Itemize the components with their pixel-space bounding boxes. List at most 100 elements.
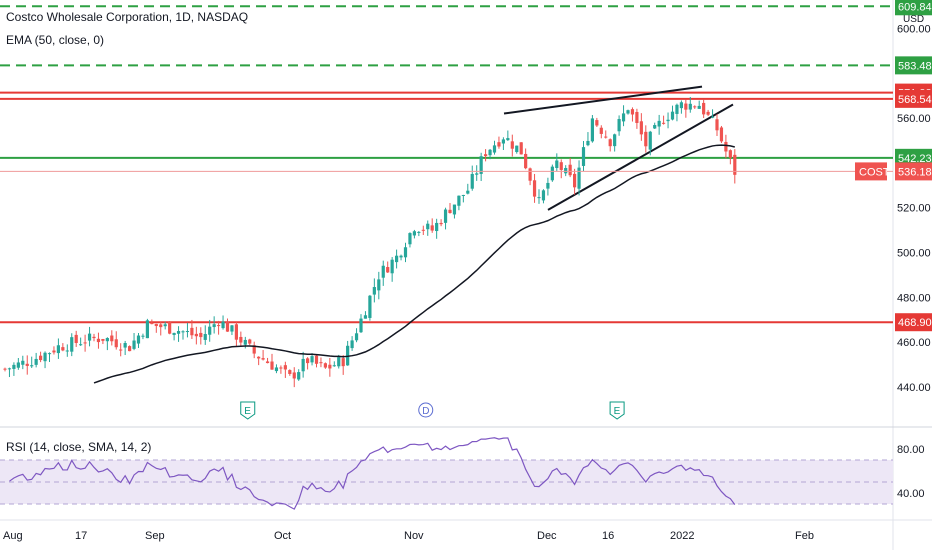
- candle-body[interactable]: [635, 111, 639, 123]
- dividend-marker-icon[interactable]: [418, 402, 434, 418]
- candle-body[interactable]: [381, 265, 385, 278]
- candle-body[interactable]: [132, 340, 136, 349]
- candle-body[interactable]: [279, 367, 283, 369]
- earnings-marker-icon[interactable]: [240, 401, 256, 420]
- candle-body[interactable]: [577, 167, 581, 189]
- candle-body[interactable]: [354, 333, 359, 341]
- candle-body[interactable]: [221, 321, 225, 329]
- candle-body[interactable]: [16, 362, 20, 368]
- candle-body[interactable]: [70, 337, 74, 352]
- candle-body[interactable]: [461, 194, 465, 196]
- candle-body[interactable]: [475, 173, 479, 175]
- candle-body[interactable]: [702, 102, 706, 115]
- candle-body[interactable]: [421, 229, 425, 231]
- candle-body[interactable]: [230, 325, 234, 332]
- candle-body[interactable]: [617, 119, 621, 132]
- candle-body[interactable]: [564, 167, 568, 174]
- candle-body[interactable]: [21, 360, 25, 365]
- candle-body[interactable]: [657, 120, 661, 127]
- rsi-legend[interactable]: RSI (14, close, SMA, 14, 2): [4, 440, 154, 454]
- candle-body[interactable]: [332, 365, 336, 367]
- candle-body[interactable]: [435, 222, 439, 232]
- candle-body[interactable]: [573, 173, 577, 188]
- candle-body[interactable]: [515, 145, 519, 153]
- candle-body[interactable]: [568, 164, 572, 176]
- candle-body[interactable]: [555, 160, 559, 168]
- candle-body[interactable]: [243, 339, 247, 345]
- candle-body[interactable]: [408, 233, 412, 245]
- candle-body[interactable]: [715, 119, 719, 131]
- candle-body[interactable]: [466, 190, 470, 194]
- candle-body[interactable]: [706, 111, 710, 115]
- candle-body[interactable]: [301, 358, 305, 372]
- candle-body[interactable]: [208, 326, 212, 335]
- candle-body[interactable]: [168, 321, 172, 334]
- candle-body[interactable]: [288, 370, 292, 374]
- candle-body[interactable]: [372, 287, 376, 295]
- candle-body[interactable]: [653, 125, 657, 129]
- candle-body[interactable]: [541, 190, 546, 201]
- candle-body[interactable]: [159, 324, 163, 328]
- candle-body[interactable]: [234, 324, 238, 340]
- candle-body[interactable]: [430, 225, 434, 231]
- candle-body[interactable]: [666, 119, 670, 122]
- candle-body[interactable]: [128, 346, 132, 352]
- candle-body[interactable]: [65, 350, 69, 352]
- candle-body[interactable]: [399, 255, 403, 258]
- candle-body[interactable]: [417, 231, 421, 233]
- candle-body[interactable]: [30, 365, 34, 367]
- candle-body[interactable]: [323, 363, 327, 368]
- candle-body[interactable]: [590, 118, 594, 142]
- candle-body[interactable]: [630, 109, 635, 115]
- candle-body[interactable]: [693, 106, 697, 108]
- candle-body[interactable]: [710, 116, 715, 118]
- candle-body[interactable]: [670, 111, 675, 120]
- candle-body[interactable]: [604, 136, 608, 138]
- candle-body[interactable]: [350, 340, 354, 349]
- candle-body[interactable]: [252, 345, 256, 354]
- candle-body[interactable]: [172, 332, 176, 335]
- candle-body[interactable]: [283, 365, 287, 370]
- candle-body[interactable]: [644, 131, 648, 147]
- candle-body[interactable]: [87, 333, 92, 341]
- candle-body[interactable]: [613, 134, 617, 147]
- candle-body[interactable]: [110, 335, 114, 342]
- candle-body[interactable]: [292, 372, 296, 379]
- candle-body[interactable]: [608, 139, 612, 147]
- candle-body[interactable]: [688, 103, 692, 110]
- candle-body[interactable]: [559, 162, 563, 170]
- candle-body[interactable]: [114, 339, 118, 348]
- candle-body[interactable]: [194, 333, 198, 337]
- candle-body[interactable]: [586, 140, 590, 146]
- candle-body[interactable]: [626, 110, 630, 114]
- candle-body[interactable]: [274, 367, 279, 372]
- candle-body[interactable]: [426, 223, 430, 230]
- candle-body[interactable]: [684, 103, 688, 110]
- candle-body[interactable]: [395, 255, 399, 263]
- candle-body[interactable]: [163, 324, 167, 327]
- candle-body[interactable]: [34, 358, 38, 365]
- candle-body[interactable]: [203, 334, 207, 340]
- candle-body[interactable]: [79, 344, 83, 346]
- candle-body[interactable]: [154, 323, 158, 327]
- candle-body[interactable]: [123, 342, 127, 348]
- candle-body[interactable]: [83, 342, 87, 344]
- candle-body[interactable]: [314, 355, 319, 364]
- candle-body[interactable]: [7, 368, 12, 370]
- candle-body[interactable]: [43, 352, 47, 362]
- candle-body[interactable]: [150, 323, 154, 325]
- candle-body[interactable]: [3, 368, 7, 370]
- candle-body[interactable]: [595, 120, 599, 126]
- candle-body[interactable]: [581, 147, 586, 166]
- candle-body[interactable]: [377, 279, 381, 291]
- candle-body[interactable]: [510, 141, 514, 149]
- candle-body[interactable]: [239, 336, 243, 343]
- candle-body[interactable]: [679, 102, 683, 109]
- candle-body[interactable]: [176, 331, 181, 334]
- candle-body[interactable]: [47, 353, 52, 355]
- candle-body[interactable]: [662, 122, 666, 124]
- candle-body[interactable]: [390, 259, 394, 274]
- candle-body[interactable]: [185, 331, 190, 333]
- candle-body[interactable]: [96, 338, 101, 343]
